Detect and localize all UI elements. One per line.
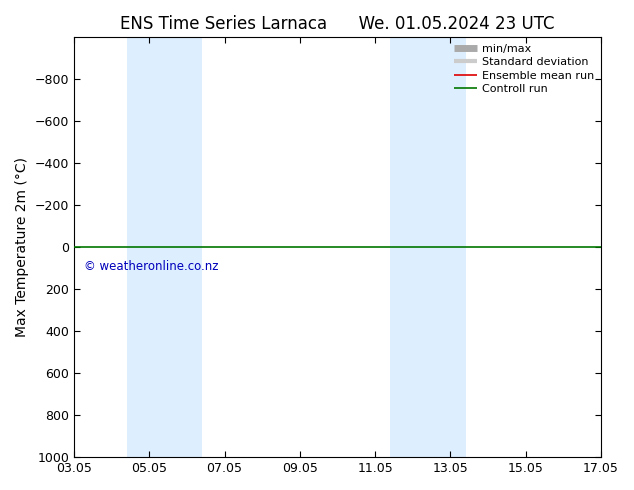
Text: © weatheronline.co.nz: © weatheronline.co.nz: [84, 260, 219, 273]
Bar: [390, 37, 465, 457]
Bar: [127, 37, 202, 457]
Title: ENS Time Series Larnaca      We. 01.05.2024 23 UTC: ENS Time Series Larnaca We. 01.05.2024 2…: [120, 15, 555, 33]
Y-axis label: Max Temperature 2m (°C): Max Temperature 2m (°C): [15, 157, 29, 337]
Legend: min/max, Standard deviation, Ensemble mean run, Controll run: min/max, Standard deviation, Ensemble me…: [450, 40, 599, 98]
